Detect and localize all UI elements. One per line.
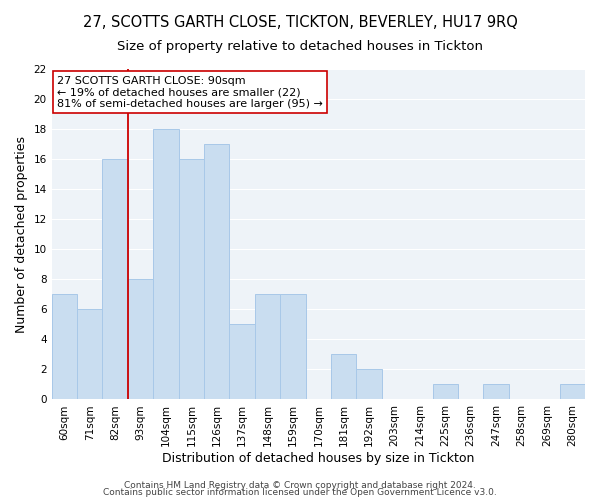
Bar bbox=[356, 370, 382, 400]
Text: 27, SCOTTS GARTH CLOSE, TICKTON, BEVERLEY, HU17 9RQ: 27, SCOTTS GARTH CLOSE, TICKTON, BEVERLE… bbox=[83, 15, 517, 30]
Text: Size of property relative to detached houses in Tickton: Size of property relative to detached ho… bbox=[117, 40, 483, 53]
Bar bbox=[433, 384, 458, 400]
Bar bbox=[484, 384, 509, 400]
Bar bbox=[77, 310, 103, 400]
Text: Contains HM Land Registry data © Crown copyright and database right 2024.: Contains HM Land Registry data © Crown c… bbox=[124, 480, 476, 490]
Bar bbox=[229, 324, 255, 400]
Y-axis label: Number of detached properties: Number of detached properties bbox=[15, 136, 28, 332]
Bar bbox=[204, 144, 229, 400]
Text: 27 SCOTTS GARTH CLOSE: 90sqm
← 19% of detached houses are smaller (22)
81% of se: 27 SCOTTS GARTH CLOSE: 90sqm ← 19% of de… bbox=[57, 76, 323, 109]
Bar bbox=[331, 354, 356, 400]
Bar bbox=[280, 294, 305, 400]
Bar bbox=[128, 280, 153, 400]
Bar bbox=[103, 159, 128, 400]
Bar bbox=[179, 159, 204, 400]
Bar bbox=[52, 294, 77, 400]
Bar bbox=[560, 384, 585, 400]
Bar bbox=[153, 129, 179, 400]
X-axis label: Distribution of detached houses by size in Tickton: Distribution of detached houses by size … bbox=[162, 452, 475, 465]
Text: Contains public sector information licensed under the Open Government Licence v3: Contains public sector information licen… bbox=[103, 488, 497, 497]
Bar bbox=[255, 294, 280, 400]
